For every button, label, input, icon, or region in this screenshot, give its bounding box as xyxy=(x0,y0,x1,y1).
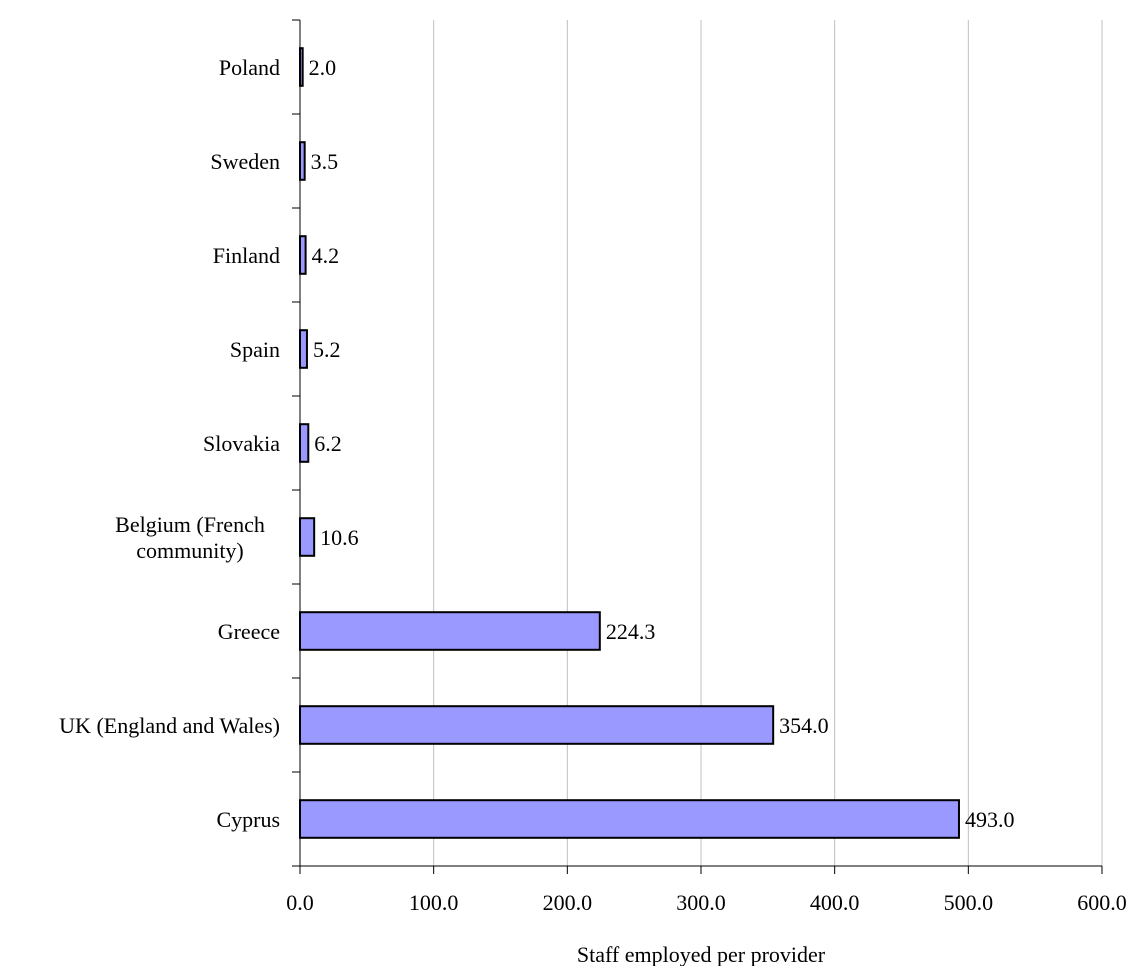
bar xyxy=(299,329,308,369)
data-label: 224.3 xyxy=(606,619,656,644)
bar xyxy=(299,705,775,745)
category-label: Cyprus xyxy=(216,807,280,832)
bar xyxy=(299,611,601,651)
x-tick-label: 400.0 xyxy=(810,890,860,915)
category-label: Greece xyxy=(218,619,280,644)
category-label: Belgium (French community) xyxy=(115,512,265,563)
data-label: 6.2 xyxy=(314,431,342,456)
bar xyxy=(299,517,316,557)
x-tick-label: 0.0 xyxy=(286,890,314,915)
bar xyxy=(299,141,306,181)
x-tick-label: 100.0 xyxy=(409,890,459,915)
x-axis-title: Staff employed per provider xyxy=(577,942,826,966)
category-label: Poland xyxy=(219,55,280,80)
x-tick-label: 600.0 xyxy=(1077,890,1127,915)
x-tick-label: 500.0 xyxy=(944,890,994,915)
category-label: Spain xyxy=(230,337,280,362)
category-label: Sweden xyxy=(210,149,280,174)
data-label: 493.0 xyxy=(965,807,1015,832)
category-label: Finland xyxy=(213,243,280,268)
bar xyxy=(299,799,960,839)
data-label: 10.6 xyxy=(320,525,359,550)
data-label: 3.5 xyxy=(311,149,339,174)
x-tick-label: 200.0 xyxy=(543,890,593,915)
bar xyxy=(299,235,307,275)
category-label: Slovakia xyxy=(203,431,280,456)
data-label: 4.2 xyxy=(312,243,340,268)
x-tick-label: 300.0 xyxy=(676,890,726,915)
data-label: 2.0 xyxy=(309,55,337,80)
data-label: 5.2 xyxy=(313,337,341,362)
category-label: UK (England and Wales) xyxy=(59,713,280,738)
bar xyxy=(299,423,310,463)
data-label: 354.0 xyxy=(779,713,829,738)
